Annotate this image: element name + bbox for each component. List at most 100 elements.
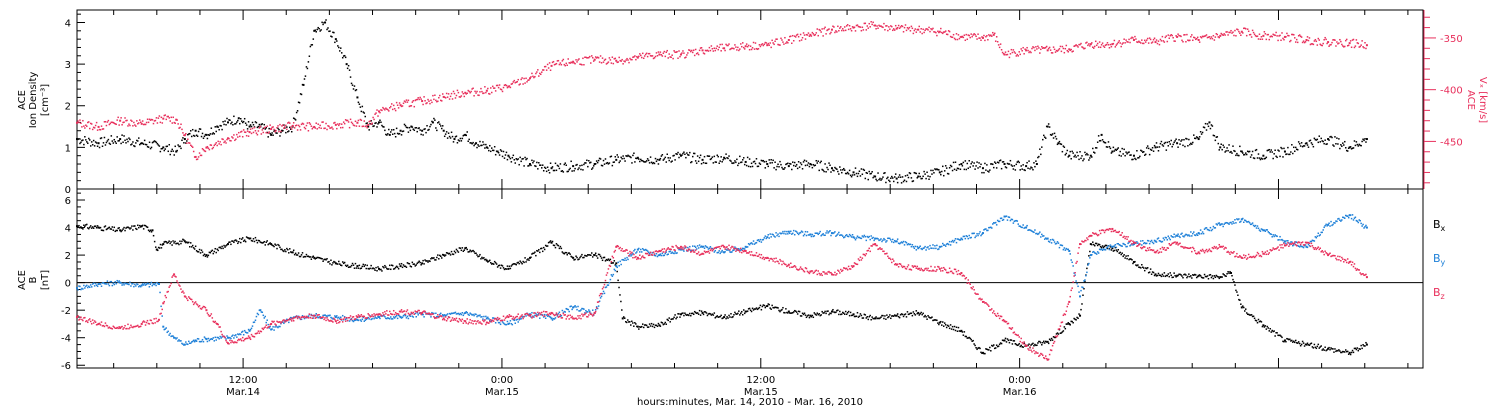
- bx-dot: [703, 311, 706, 313]
- by-dot: [667, 253, 669, 255]
- vx-dot: [862, 29, 865, 31]
- bx-dot: [427, 261, 429, 263]
- ion-density-dot: [1274, 149, 1276, 152]
- vx-dot: [81, 126, 83, 128]
- ion-density-dot: [544, 167, 547, 169]
- vx-dot: [557, 59, 560, 62]
- x-tick-time-label: 12:00: [746, 375, 775, 386]
- x-tick-date-label: Mar.14: [226, 387, 260, 398]
- by-dot: [693, 245, 696, 248]
- bx-dot: [647, 326, 650, 328]
- bx-dot: [979, 347, 981, 350]
- bx-dot: [144, 225, 147, 227]
- bx-dot: [408, 263, 411, 265]
- ion-density-dot: [551, 166, 554, 168]
- ion-density-dot: [1089, 157, 1091, 159]
- by-dot: [636, 251, 638, 253]
- ion-density-dot: [672, 155, 674, 157]
- by-dot: [587, 311, 589, 313]
- by-dot: [257, 313, 260, 316]
- bx-point: [528, 256, 531, 259]
- vx-dot: [1328, 45, 1330, 47]
- vx-dot: [1364, 42, 1366, 44]
- ion-density-dot: [1066, 149, 1069, 152]
- vx-dot: [1233, 34, 1235, 37]
- vx-dot: [1178, 34, 1180, 37]
- bx-dot: [763, 304, 766, 307]
- ion-density-dot: [147, 146, 150, 148]
- ion-density-dot: [1212, 134, 1215, 137]
- by-dot: [150, 281, 153, 284]
- vx-dot: [1264, 33, 1267, 35]
- vx-dot: [1212, 34, 1215, 37]
- ion-density-dot: [946, 172, 949, 175]
- ion-density-dot: [107, 138, 110, 141]
- vx-point: [485, 89, 488, 92]
- vx-dot: [1161, 35, 1164, 38]
- by-dot: [288, 321, 290, 324]
- vx-dot: [203, 150, 206, 152]
- vx-dot: [816, 28, 819, 30]
- bx-dot: [1134, 260, 1136, 263]
- bx-dot: [1052, 336, 1055, 338]
- ion-density-dot: [173, 154, 175, 156]
- ion-density-dot: [1242, 152, 1244, 154]
- ion-density-dot: [1043, 136, 1046, 138]
- by-dot: [457, 312, 460, 315]
- ion-density-dot: [557, 165, 560, 167]
- ion-density-point: [1057, 142, 1060, 145]
- bx-dot: [1271, 329, 1273, 332]
- bx-point: [1046, 340, 1049, 343]
- by-dot: [118, 280, 120, 282]
- by-dot: [250, 327, 253, 330]
- bx-dot: [1125, 255, 1127, 257]
- bx-dot: [1020, 344, 1022, 347]
- bx-dot: [1365, 341, 1367, 344]
- bx-dot: [583, 256, 585, 259]
- by-dot: [656, 255, 659, 258]
- vx-dot: [880, 25, 882, 27]
- vx-dot: [452, 90, 455, 93]
- by-dot: [850, 236, 853, 238]
- vx-dot: [966, 38, 969, 41]
- ion-density-dot: [728, 155, 730, 157]
- by-dot: [757, 239, 760, 241]
- bx-dot: [320, 257, 322, 260]
- bx-dot: [1355, 348, 1358, 351]
- vx-dot: [324, 127, 326, 129]
- ion-density-dot: [390, 129, 393, 131]
- by-dot: [266, 319, 268, 321]
- vx-dot: [678, 50, 680, 52]
- vx-dot: [263, 127, 266, 129]
- by-point: [194, 339, 197, 342]
- bx-dot: [1036, 344, 1038, 346]
- bx-dot: [947, 325, 950, 327]
- vx-dot: [1059, 45, 1062, 48]
- bx-dot: [212, 252, 215, 255]
- ion-density-dot: [333, 31, 335, 34]
- ion-density-dot: [738, 162, 740, 165]
- ion-density-dot: [713, 155, 716, 158]
- ion-density-dot: [240, 120, 243, 122]
- bottom-ytick-label: -6: [61, 361, 71, 372]
- vx-dot: [696, 52, 699, 54]
- top-ytick-label: 4: [65, 18, 71, 29]
- bx-dot: [1295, 342, 1298, 344]
- ion-density-dot: [915, 172, 918, 175]
- ion-density-dot: [82, 139, 84, 141]
- bx-dot: [611, 262, 614, 264]
- by-dot: [853, 237, 856, 239]
- ion-density-dot: [1198, 136, 1201, 138]
- ion-density-dot: [549, 162, 552, 164]
- bx-dot: [136, 228, 138, 231]
- by-dot: [324, 314, 326, 316]
- bx-dot: [297, 252, 300, 254]
- ion-density-dot: [214, 126, 216, 128]
- ion-density-dot: [580, 168, 582, 171]
- bx-dot: [504, 268, 507, 270]
- ion-density-dot: [1153, 144, 1156, 147]
- ion-density-dot: [380, 121, 382, 123]
- bx-dot: [825, 312, 827, 315]
- ion-density-dot: [942, 165, 944, 168]
- ion-density-dot: [786, 163, 788, 165]
